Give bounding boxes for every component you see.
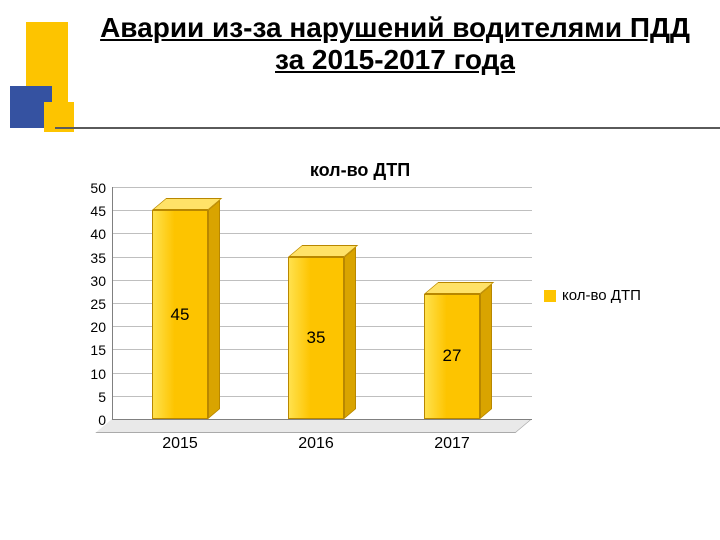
bar-value-label: 35: [288, 328, 344, 348]
y-tick-label: 50: [90, 180, 112, 196]
y-axis: [112, 187, 113, 419]
y-tick-label: 15: [90, 342, 112, 358]
gridline: 50: [112, 187, 532, 188]
y-tick-label: 5: [98, 389, 112, 405]
bar: 45: [152, 210, 208, 419]
y-tick-label: 35: [90, 250, 112, 266]
title-rule: [55, 127, 720, 129]
bar-side: [344, 247, 356, 419]
bar: 35: [288, 257, 344, 419]
slide-title: Аварии из-за нарушений водителями ПДД за…: [90, 12, 700, 76]
chart: кол-во ДТП 0 5 10 15 20 25 30 35 40 45 50 45 35 27 20…: [50, 160, 670, 470]
y-tick-label: 30: [90, 273, 112, 289]
bar-value-label: 45: [152, 305, 208, 325]
chart-title: кол-во ДТП: [50, 160, 670, 181]
legend-swatch: [544, 290, 556, 302]
y-tick-label: 25: [90, 296, 112, 312]
y-tick-label: 10: [90, 366, 112, 382]
y-tick-label: 40: [90, 226, 112, 242]
bar-side: [480, 284, 492, 419]
x-tick-label: 2015: [162, 435, 198, 453]
y-tick-label: 45: [90, 203, 112, 219]
bar-side: [208, 200, 220, 419]
plot-area: 05101520253035404550453527: [112, 187, 532, 419]
x-tick-label: 2016: [298, 435, 334, 453]
chart-body: 05101520253035404550453527 201520162017 …: [50, 187, 670, 457]
y-tick-label: 20: [90, 319, 112, 335]
plot-floor: [95, 419, 532, 433]
gridline: 0: [112, 419, 532, 420]
y-tick-label: 0: [98, 412, 112, 428]
x-tick-label: 2017: [434, 435, 470, 453]
legend-label: кол-во ДТП: [562, 287, 641, 304]
bar: 27: [424, 294, 480, 419]
bar-value-label: 27: [424, 346, 480, 366]
legend: кол-во ДТП: [544, 287, 641, 304]
